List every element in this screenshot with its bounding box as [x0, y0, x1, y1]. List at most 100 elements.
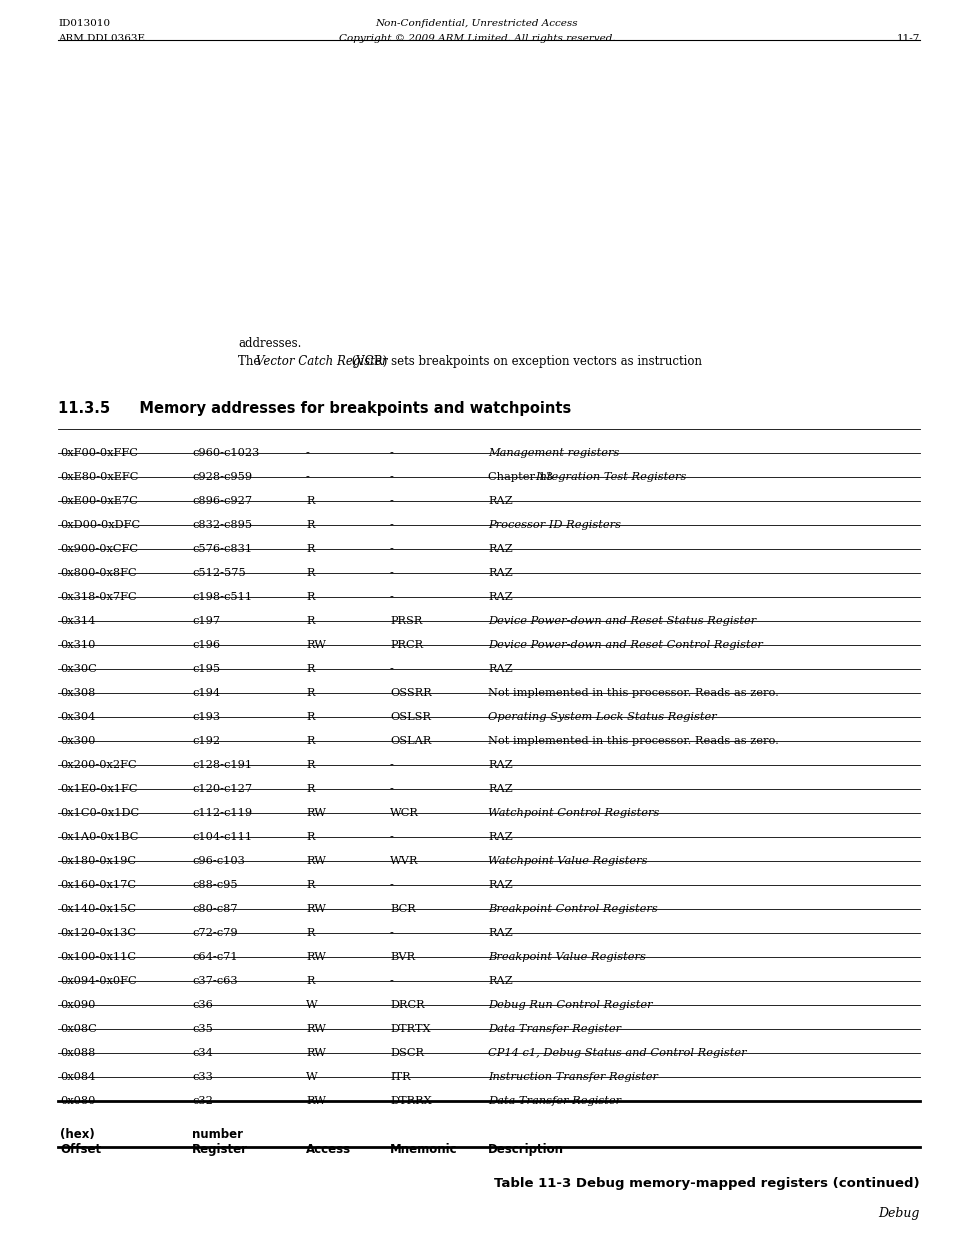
- Text: Description: Description: [488, 1144, 563, 1156]
- Text: c37-c63: c37-c63: [192, 976, 237, 986]
- Text: R: R: [306, 760, 314, 769]
- Text: R: R: [306, 664, 314, 674]
- Text: DSCR: DSCR: [390, 1049, 423, 1058]
- Text: R: R: [306, 520, 314, 530]
- Text: 0x090: 0x090: [60, 1000, 95, 1010]
- Text: 0x900-0xCFC: 0x900-0xCFC: [60, 543, 138, 555]
- Text: RAZ: RAZ: [488, 592, 512, 601]
- Text: R: R: [306, 616, 314, 626]
- Text: Integration Test Registers: Integration Test Registers: [535, 472, 685, 482]
- Text: Vector Catch Register: Vector Catch Register: [255, 354, 387, 368]
- Text: The: The: [237, 354, 264, 368]
- Text: 11.3.5  Memory addresses for breakpoints and watchpoints: 11.3.5 Memory addresses for breakpoints …: [58, 401, 571, 416]
- Text: Table 11-3 Debug memory-mapped registers (continued): Table 11-3 Debug memory-mapped registers…: [494, 1177, 919, 1191]
- Text: -: -: [306, 448, 310, 458]
- Text: c832-c895: c832-c895: [192, 520, 252, 530]
- Text: -: -: [390, 664, 394, 674]
- Text: R: R: [306, 736, 314, 746]
- Text: c196: c196: [192, 640, 220, 650]
- Text: 0x08C: 0x08C: [60, 1024, 96, 1034]
- Text: DTRTX: DTRTX: [390, 1024, 430, 1034]
- Text: c193: c193: [192, 713, 220, 722]
- Text: RW: RW: [306, 952, 326, 962]
- Text: 0x088: 0x088: [60, 1049, 95, 1058]
- Text: -: -: [390, 760, 394, 769]
- Text: -: -: [390, 568, 394, 578]
- Text: c64-c71: c64-c71: [192, 952, 237, 962]
- Text: R: R: [306, 713, 314, 722]
- Text: Offset: Offset: [60, 1144, 101, 1156]
- Text: -: -: [390, 496, 394, 506]
- Text: Management registers: Management registers: [488, 448, 618, 458]
- Text: OSLSR: OSLSR: [390, 713, 431, 722]
- Text: RAZ: RAZ: [488, 496, 512, 506]
- Text: -: -: [390, 927, 394, 939]
- Text: CP14 c1, Debug Status and Control Register: CP14 c1, Debug Status and Control Regist…: [488, 1049, 746, 1058]
- Text: Data Transfer Register: Data Transfer Register: [488, 1095, 620, 1107]
- Text: PRSR: PRSR: [390, 616, 422, 626]
- Text: (hex): (hex): [60, 1128, 94, 1141]
- Text: RAZ: RAZ: [488, 784, 512, 794]
- Text: RAZ: RAZ: [488, 568, 512, 578]
- Text: 0x304: 0x304: [60, 713, 95, 722]
- Text: 0x080: 0x080: [60, 1095, 95, 1107]
- Text: c960-c1023: c960-c1023: [192, 448, 259, 458]
- Text: Not implemented in this processor. Reads as zero.: Not implemented in this processor. Reads…: [488, 736, 778, 746]
- Text: -: -: [306, 472, 310, 482]
- Text: R: R: [306, 832, 314, 842]
- Text: -: -: [390, 543, 394, 555]
- Text: RAZ: RAZ: [488, 881, 512, 890]
- Text: 0x160-0x17C: 0x160-0x17C: [60, 881, 136, 890]
- Text: c192: c192: [192, 736, 220, 746]
- Text: 0x140-0x15C: 0x140-0x15C: [60, 904, 136, 914]
- Text: 0x094-0x0FC: 0x094-0x0FC: [60, 976, 136, 986]
- Text: BCR: BCR: [390, 904, 416, 914]
- Text: R: R: [306, 543, 314, 555]
- Text: 0x180-0x19C: 0x180-0x19C: [60, 856, 136, 866]
- Text: c197: c197: [192, 616, 220, 626]
- Text: RAZ: RAZ: [488, 832, 512, 842]
- Text: Register: Register: [192, 1144, 248, 1156]
- Text: ID013010: ID013010: [58, 19, 110, 28]
- Text: Debug: Debug: [878, 1207, 919, 1220]
- Text: 11-7: 11-7: [896, 35, 919, 43]
- Text: -: -: [390, 784, 394, 794]
- Text: RW: RW: [306, 1049, 326, 1058]
- Text: RAZ: RAZ: [488, 976, 512, 986]
- Text: DRCR: DRCR: [390, 1000, 424, 1010]
- Text: WCR: WCR: [390, 808, 418, 818]
- Text: ARM DDI 0363E: ARM DDI 0363E: [58, 35, 145, 43]
- Text: Processor ID Registers: Processor ID Registers: [488, 520, 620, 530]
- Text: c576-c831: c576-c831: [192, 543, 252, 555]
- Text: 0x1C0-0x1DC: 0x1C0-0x1DC: [60, 808, 139, 818]
- Text: 0x300: 0x300: [60, 736, 95, 746]
- Text: c928-c959: c928-c959: [192, 472, 252, 482]
- Text: OSLAR: OSLAR: [390, 736, 431, 746]
- Text: 0x310: 0x310: [60, 640, 95, 650]
- Text: c34: c34: [192, 1049, 213, 1058]
- Text: 0x318-0x7FC: 0x318-0x7FC: [60, 592, 136, 601]
- Text: 0x120-0x13C: 0x120-0x13C: [60, 927, 136, 939]
- Text: W: W: [306, 1072, 317, 1082]
- Text: Operating System Lock Status Register: Operating System Lock Status Register: [488, 713, 716, 722]
- Text: -: -: [390, 976, 394, 986]
- Text: c32: c32: [192, 1095, 213, 1107]
- Text: Copyright © 2009 ARM Limited. All rights reserved.: Copyright © 2009 ARM Limited. All rights…: [338, 35, 615, 43]
- Text: Device Power-down and Reset Control Register: Device Power-down and Reset Control Regi…: [488, 640, 762, 650]
- Text: R: R: [306, 784, 314, 794]
- Text: RW: RW: [306, 640, 326, 650]
- Text: RW: RW: [306, 856, 326, 866]
- Text: Watchpoint Control Registers: Watchpoint Control Registers: [488, 808, 659, 818]
- Text: 0x30C: 0x30C: [60, 664, 96, 674]
- Text: RAZ: RAZ: [488, 927, 512, 939]
- Text: R: R: [306, 927, 314, 939]
- Text: 0x200-0x2FC: 0x200-0x2FC: [60, 760, 136, 769]
- Text: OSSRR: OSSRR: [390, 688, 432, 698]
- Text: 0x314: 0x314: [60, 616, 95, 626]
- Text: Debug Run Control Register: Debug Run Control Register: [488, 1000, 652, 1010]
- Text: 0xD00-0xDFC: 0xD00-0xDFC: [60, 520, 140, 530]
- Text: 0xE00-0xE7C: 0xE00-0xE7C: [60, 496, 137, 506]
- Text: Breakpoint Control Registers: Breakpoint Control Registers: [488, 904, 657, 914]
- Text: 0x100-0x11C: 0x100-0x11C: [60, 952, 136, 962]
- Text: RW: RW: [306, 904, 326, 914]
